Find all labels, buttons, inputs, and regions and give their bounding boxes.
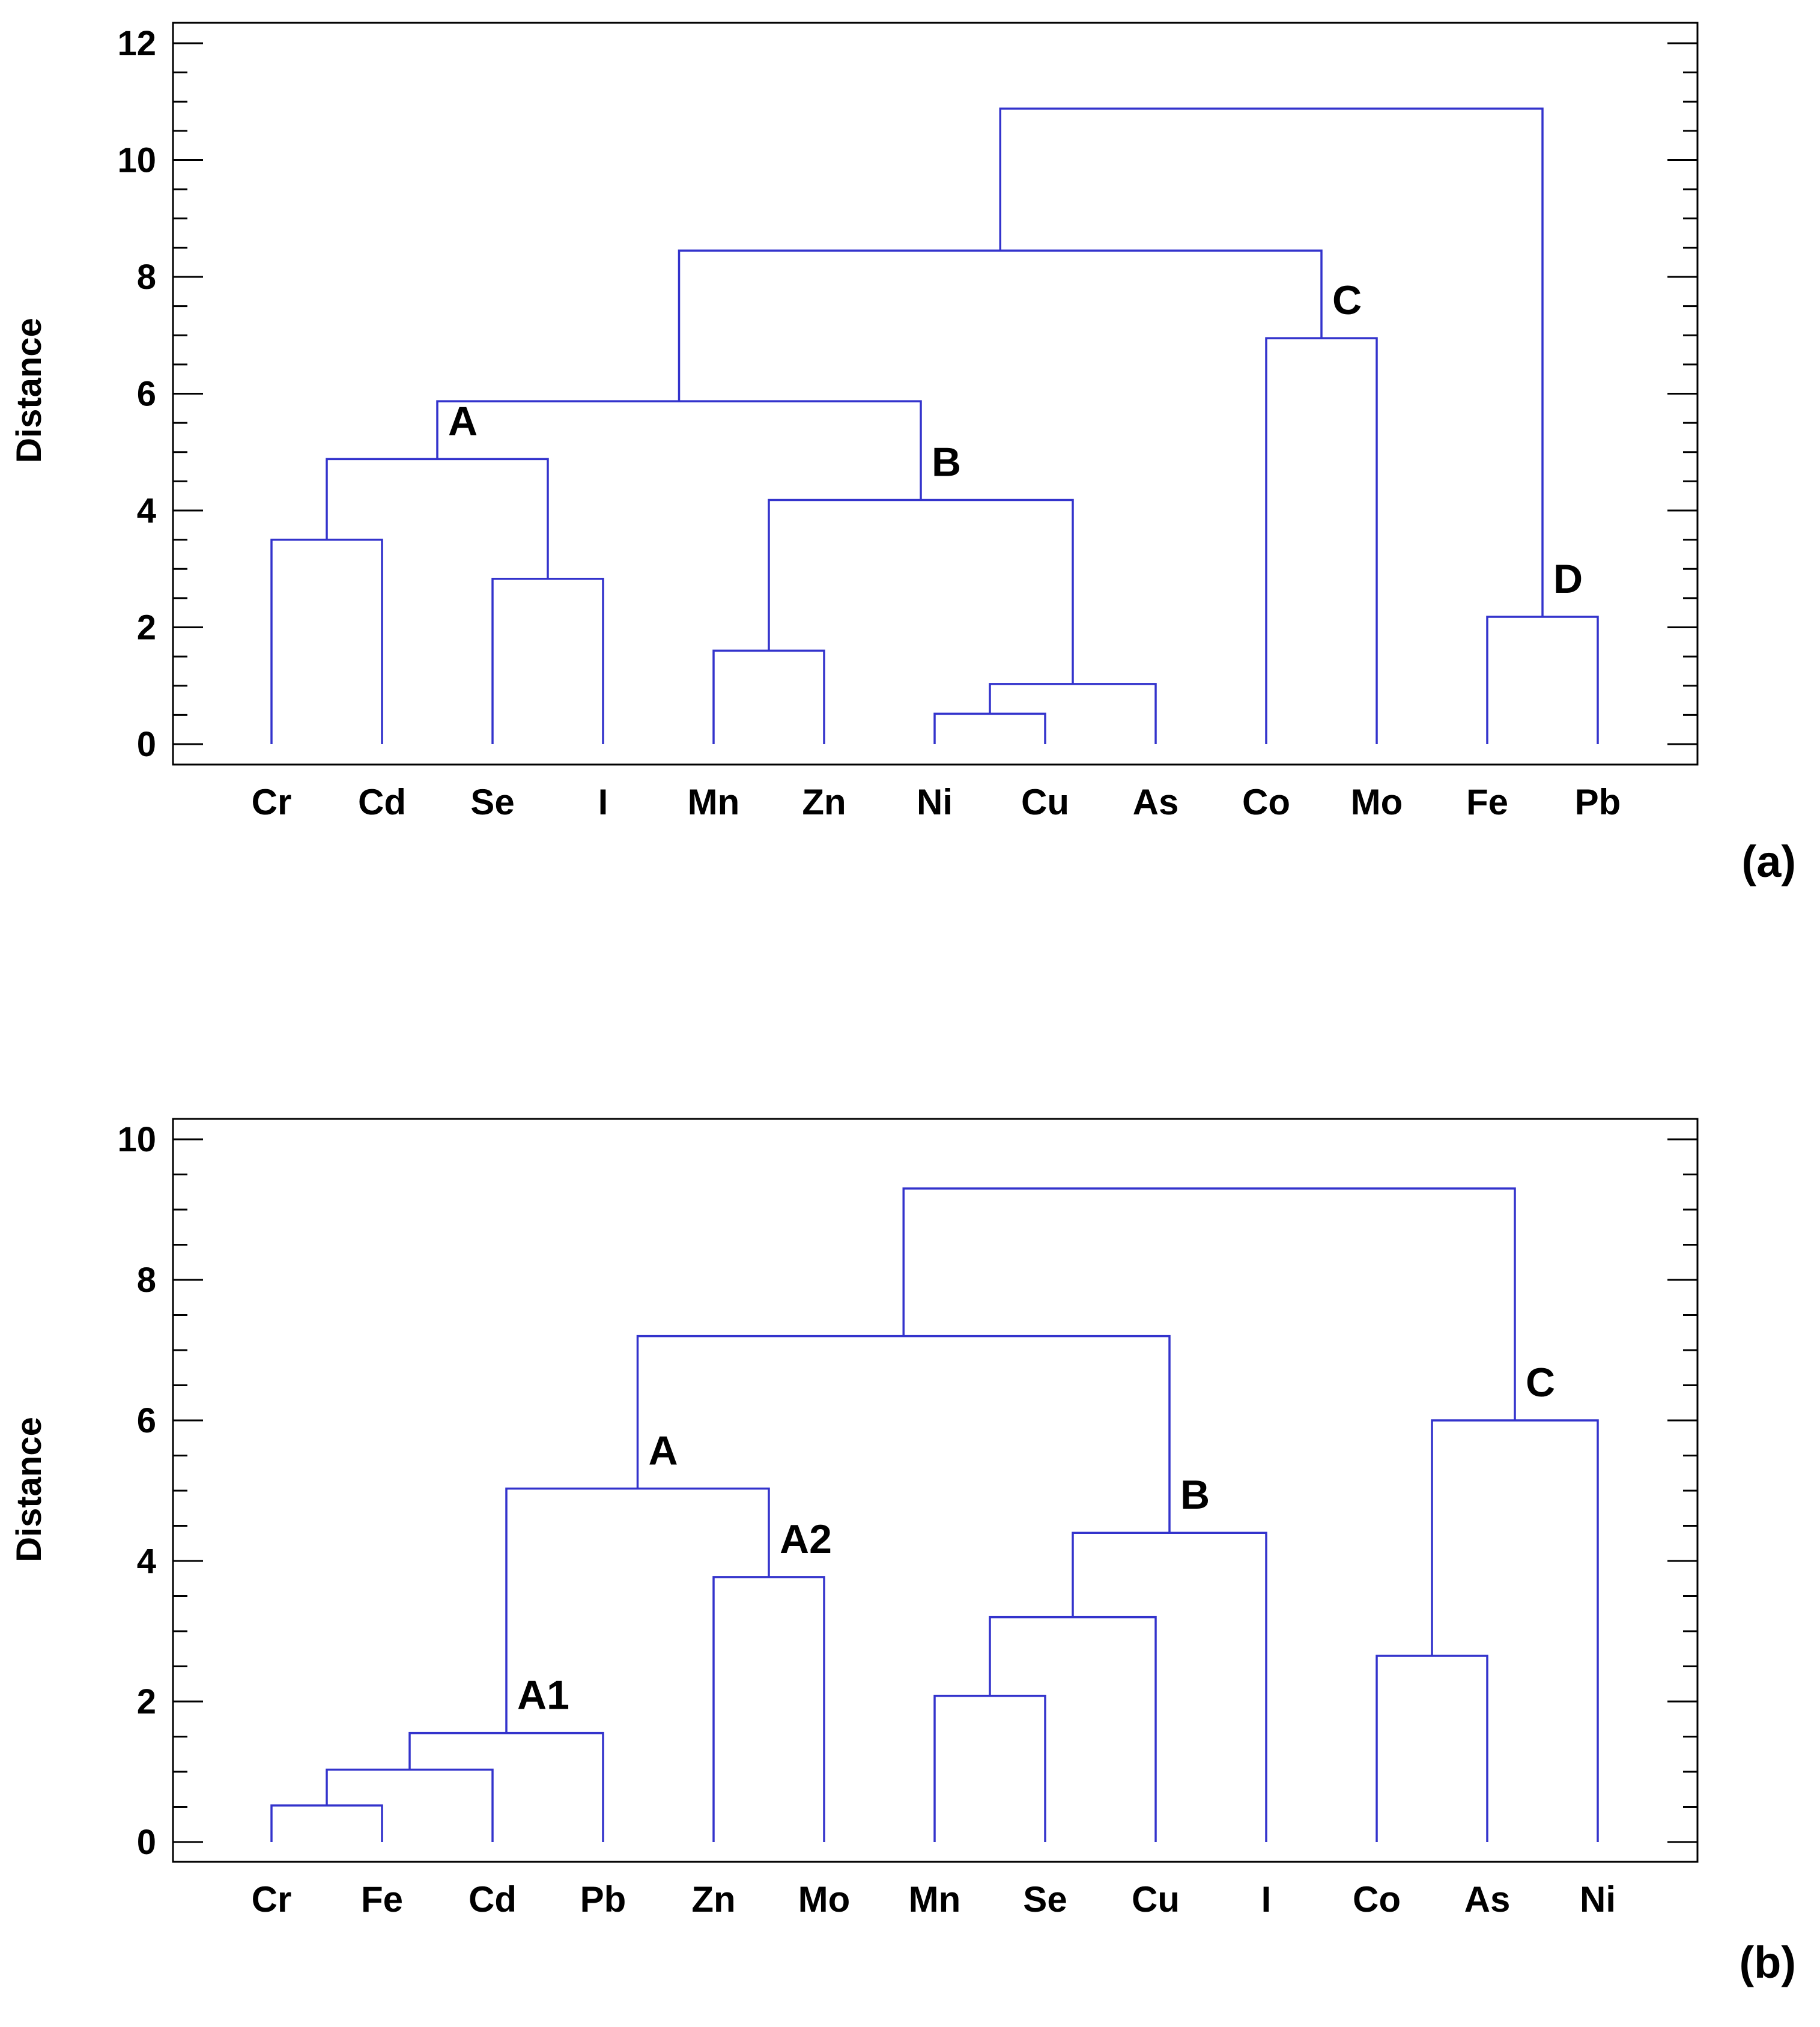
panel-label: (b) [1740, 1938, 1797, 1987]
leaf-label: Ni [1580, 1879, 1616, 1919]
cluster-label: C [1526, 1360, 1555, 1405]
leaf-label: Mn [909, 1879, 961, 1919]
leaf-label: Se [1023, 1879, 1067, 1919]
leaf-label: Co [1353, 1879, 1401, 1919]
y-tick-label: 2 [137, 1682, 156, 1721]
y-tick-label: 0 [137, 1823, 156, 1862]
cluster-label: B [932, 439, 961, 485]
panel-b: 0 2 4 6 8 10 Distance Cr Fe Cd Pb Zn Mo Mn Se Cu I Co As Ni… [10, 1118, 1797, 1987]
leaf-label: Cu [1021, 782, 1069, 822]
leaf-label: Mo [1351, 782, 1403, 822]
cluster-label: C [1332, 277, 1362, 323]
leaf-label: Fe [361, 1879, 403, 1919]
leaf-label: Zn [691, 1879, 735, 1919]
leaf-label: Pb [1575, 782, 1621, 822]
y-tick-label: 6 [137, 375, 156, 414]
y-tick-label: 8 [137, 1261, 156, 1300]
cluster-label: A [649, 1428, 678, 1473]
dendrogram-link [436, 400, 922, 500]
cluster-label: A [448, 398, 478, 444]
y-tick-label: 4 [137, 1542, 156, 1581]
y-tick-label: 8 [137, 258, 156, 297]
leaf-label: Pb [580, 1879, 626, 1919]
cluster-label: B [1180, 1472, 1210, 1518]
y-tick-label: 4 [137, 491, 156, 530]
panel-label: (a) [1742, 837, 1796, 886]
leaf-label: Ni [917, 782, 953, 822]
leaf-label: Zn [802, 782, 846, 822]
y-tick-label: 0 [137, 725, 156, 764]
leaf-label: Cr [252, 782, 292, 822]
leaf-label: As [1133, 782, 1179, 822]
leaf-label: Cd [358, 782, 406, 822]
y-axis-label: Distance [10, 1417, 49, 1562]
leaf-label: I [598, 782, 608, 822]
dendrogram-link [902, 1187, 1516, 1420]
panel-a: 0 2 4 6 8 10 12 Distance Cr Cd Se I Mn Zn Ni Cu As Co Mo Fe… [10, 22, 1796, 886]
leaf-label: Fe [1466, 782, 1508, 822]
cluster-label: A2 [780, 1516, 832, 1562]
y-tick-label: 12 [117, 24, 156, 63]
leaf-label: As [1464, 1879, 1511, 1919]
leaf-label: Mn [688, 782, 740, 822]
leaf-label: Cu [1132, 1879, 1180, 1919]
cluster-label: D [1553, 556, 1583, 602]
leaf-label: Cd [469, 1879, 517, 1919]
y-axis-label: Distance [10, 318, 49, 463]
y-tick-label: 10 [117, 1120, 156, 1159]
leaf-label: Mo [798, 1879, 851, 1919]
y-tick-label: 6 [137, 1401, 156, 1440]
leaf-label: Se [470, 782, 514, 822]
y-tick-label: 2 [137, 608, 156, 647]
dendrogram-link [999, 108, 1544, 617]
leaf-label: Cr [252, 1879, 292, 1919]
y-tick-label: 10 [117, 141, 156, 180]
cluster-label: A1 [517, 1673, 569, 1718]
leaf-label: Co [1242, 782, 1290, 822]
leaf-label: I [1261, 1879, 1272, 1919]
